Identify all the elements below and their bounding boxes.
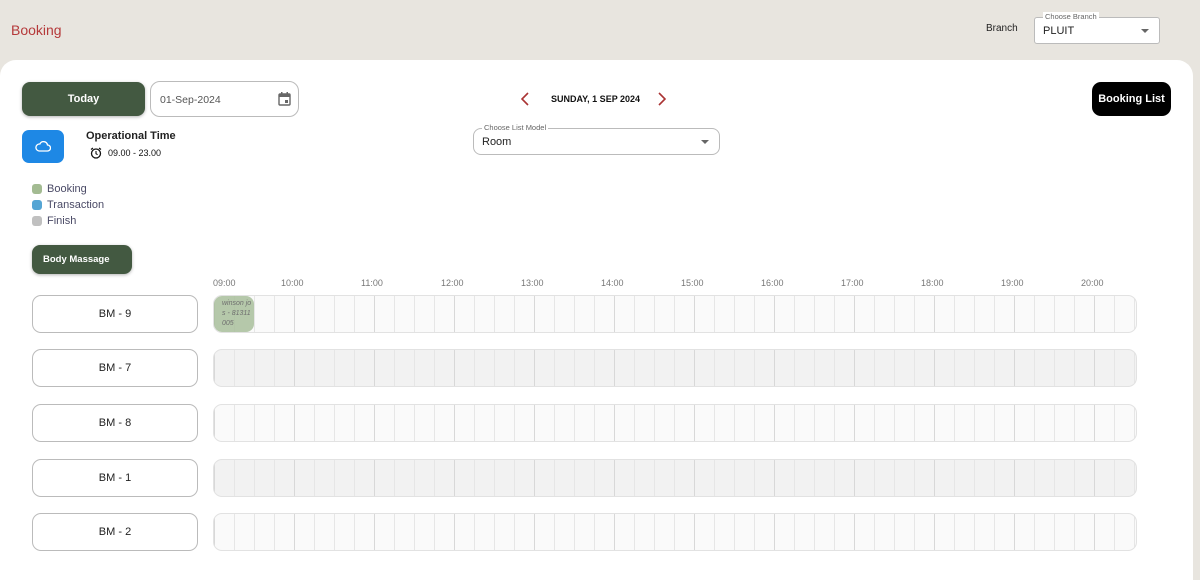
hour-label: 14:00 (601, 278, 624, 288)
operational-hours: 09.00 - 23.00 (108, 148, 162, 158)
hour-label: 16:00 (761, 278, 784, 288)
branch-label: Branch (986, 23, 1018, 34)
room-timeline[interactable] (213, 459, 1137, 497)
room-label[interactable]: BM - 7 (32, 349, 198, 387)
branch-select-label: Choose Branch (1043, 12, 1099, 22)
legend-item-booking: Booking (32, 181, 104, 197)
alarm-clock-icon (90, 147, 102, 159)
room-label[interactable]: BM - 1 (32, 459, 198, 497)
operational-time-title: Operational Time (86, 130, 176, 142)
chevron-down-icon (701, 139, 709, 144)
hour-label: 15:00 (681, 278, 704, 288)
date-picker[interactable]: 01-Sep-2024 (150, 81, 299, 117)
hour-label: 17:00 (841, 278, 864, 288)
today-button[interactable]: Today (22, 82, 145, 116)
chevron-down-icon (1141, 28, 1149, 33)
room-label[interactable]: BM - 9 (32, 295, 198, 333)
hour-label: 13:00 (521, 278, 544, 288)
room-label[interactable]: BM - 8 (32, 404, 198, 442)
branch-select-value: PLUIT (1043, 25, 1075, 37)
hour-label: 20:00 (1081, 278, 1104, 288)
list-model-select[interactable]: Choose List Model Room (473, 123, 720, 155)
room-timeline[interactable] (213, 513, 1137, 551)
legend-item-finish: Finish (32, 213, 104, 229)
chevron-right-icon[interactable] (658, 92, 666, 106)
room-label[interactable]: BM - 2 (32, 513, 198, 551)
legend: Booking Transaction Finish (32, 181, 104, 229)
hour-label: 18:00 (921, 278, 944, 288)
list-model-value: Room (482, 136, 512, 148)
room-timeline[interactable]: winson jos - 81311005 (213, 295, 1137, 333)
page-title: Booking (11, 22, 62, 38)
date-value: 01-Sep-2024 (160, 94, 221, 106)
calendar-icon[interactable] (278, 92, 291, 106)
hour-label: 10:00 (281, 278, 304, 288)
category-tab-body-massage[interactable]: Body Massage (32, 245, 132, 274)
list-model-label: Choose List Model (482, 123, 549, 133)
cloud-icon (35, 141, 51, 152)
hour-label: 11:00 (361, 278, 383, 288)
hour-label: 19:00 (1001, 278, 1024, 288)
current-date: SUNDAY, 1 SEP 2024 (551, 94, 641, 104)
hour-label: 12:00 (441, 278, 464, 288)
booking-list-button[interactable]: Booking List (1092, 82, 1171, 116)
booking-block[interactable]: winson jos - 81311005 (214, 296, 254, 332)
branch-select[interactable]: Choose Branch PLUIT (1034, 12, 1160, 44)
cloud-button[interactable] (22, 130, 64, 163)
room-timeline[interactable] (213, 349, 1137, 387)
room-timeline[interactable] (213, 404, 1137, 442)
legend-item-transaction: Transaction (32, 197, 104, 213)
chevron-left-icon[interactable] (521, 92, 529, 106)
hour-label: 09:00 (213, 278, 236, 288)
